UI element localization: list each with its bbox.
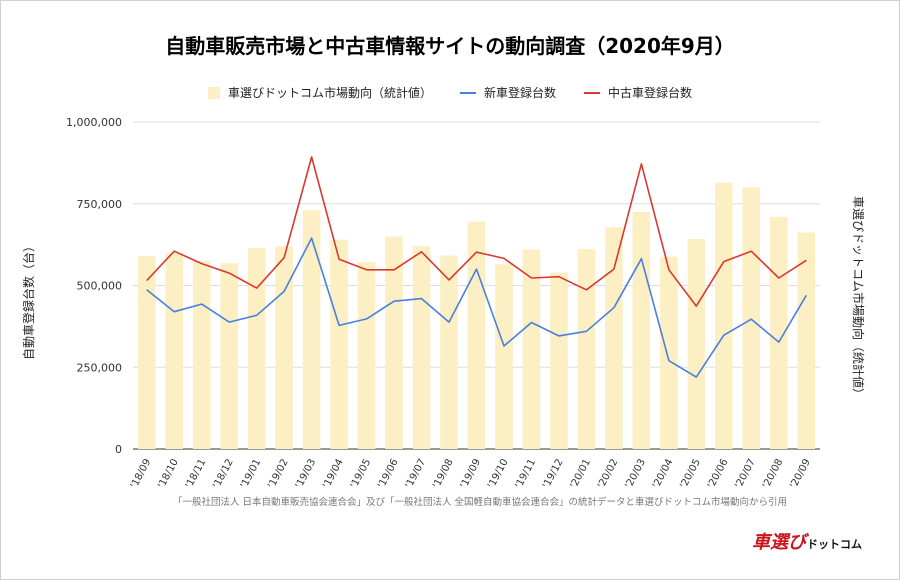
bar-market xyxy=(357,261,376,449)
x-tick-label: '18/09 xyxy=(129,457,154,490)
bar-market xyxy=(605,227,623,449)
bar-market xyxy=(275,246,293,449)
bar-market xyxy=(192,260,211,449)
logo-sub-text: ドットコム xyxy=(807,538,862,551)
x-tick-label: '18/12 xyxy=(211,457,236,490)
bar-market xyxy=(687,239,706,449)
y-tick-label: 1,000,000 xyxy=(66,116,122,129)
bar-market xyxy=(495,264,513,449)
bar-market xyxy=(220,263,238,449)
x-tick-label: '19/05 xyxy=(349,457,374,490)
bar-market xyxy=(330,239,348,449)
line-used-car xyxy=(146,156,807,307)
legend-label-market: 車選びドットコム市場動向（統計値） xyxy=(227,86,432,100)
bar-market xyxy=(467,221,486,449)
x-tick-label: '20/08 xyxy=(761,457,786,490)
legend: 車選びドットコム市場動向（統計値） 新車登録台数 中古車登録台数 xyxy=(0,84,900,101)
y-tick-label: 0 xyxy=(115,443,122,456)
x-tick-label: '19/11 xyxy=(514,457,539,490)
bar-market xyxy=(385,236,403,449)
bar-market xyxy=(660,256,678,449)
x-tick-label: '20/02 xyxy=(596,457,621,490)
bar-market xyxy=(715,182,733,449)
chart-title: 自動車販売市場と中古車情報サイトの動向調査（2020年9月） xyxy=(165,34,735,58)
bar-market xyxy=(302,210,321,449)
source-note: 「一般社団法人 日本自動車販売協会連合会」及び「一般社団法人 全国軽自動車協会連… xyxy=(172,497,788,508)
x-tick-label: '18/10 xyxy=(156,457,181,490)
x-tick-label: '19/09 xyxy=(459,457,484,490)
x-tick-label: '19/03 xyxy=(294,457,319,490)
x-tick-label: '20/04 xyxy=(651,457,676,490)
bar-market xyxy=(522,249,541,449)
bar-market xyxy=(632,211,651,449)
bar-market xyxy=(440,255,458,449)
x-tick-label: '19/10 xyxy=(486,457,511,490)
x-tick-label: '20/01 xyxy=(569,457,594,490)
line-new-car xyxy=(146,237,807,378)
x-tick-label: '20/06 xyxy=(706,457,731,490)
y-tick-label: 500,000 xyxy=(77,280,123,293)
bar-market xyxy=(247,247,266,449)
x-tick-label: '19/06 xyxy=(376,457,401,490)
y-axis-label-right: 車選びドットコム市場動向（統計値） xyxy=(851,195,865,400)
x-tick-label: '19/07 xyxy=(404,457,429,490)
x-tick-label: '20/05 xyxy=(678,457,703,490)
legend-label-new-car: 新車登録台数 xyxy=(483,86,556,100)
bar-market xyxy=(137,256,156,449)
legend-item-new-car: 新車登録台数 xyxy=(459,84,556,101)
y-tick-label: 750,000 xyxy=(77,198,123,211)
x-tick-label: '20/03 xyxy=(623,457,648,490)
x-tick-label: '20/07 xyxy=(733,457,758,490)
legend-swatch-market xyxy=(207,86,220,99)
x-tick-label: '19/01 xyxy=(239,457,264,490)
x-tick-label: '19/02 xyxy=(266,457,291,490)
x-tick-label: '18/11 xyxy=(184,457,209,490)
bar-market xyxy=(550,272,568,449)
x-tick-label: '20/09 xyxy=(788,457,813,490)
x-tick-label: '19/04 xyxy=(321,457,346,490)
legend-swatch-new-car xyxy=(459,91,476,94)
legend-swatch-used-car xyxy=(584,91,600,94)
bar-market xyxy=(412,246,431,449)
y-tick-label: 250,000 xyxy=(77,361,123,374)
legend-label-used-car: 中古車登録台数 xyxy=(608,86,693,100)
legend-item-market: 車選びドットコム市場動向（統計値） xyxy=(207,84,432,101)
bar-market xyxy=(165,252,184,449)
bar-market xyxy=(797,232,816,449)
bar-market xyxy=(742,187,761,449)
legend-item-used-car: 中古車登録台数 xyxy=(584,84,692,101)
brand-logo: 車選び ドットコム xyxy=(752,528,862,554)
logo-main-text: 車選び xyxy=(752,532,806,553)
x-tick-label: '19/08 xyxy=(431,457,456,490)
x-tick-label: '19/12 xyxy=(541,457,566,490)
y-axis-label-left: 自動車登録台数（台） xyxy=(22,240,36,361)
bar-market xyxy=(577,248,596,449)
